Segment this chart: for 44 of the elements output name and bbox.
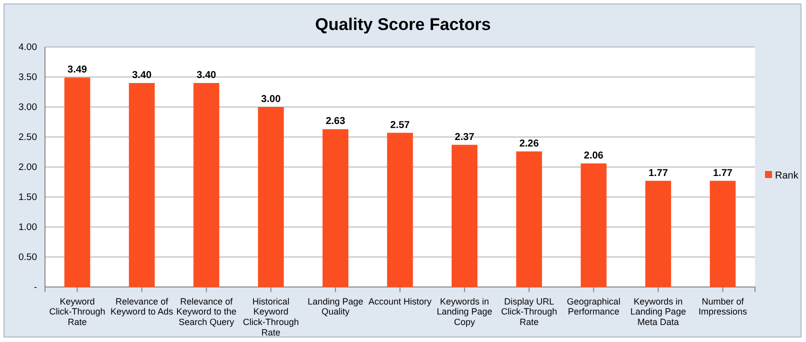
x-tick-label: Number of Impressions: [698, 296, 748, 317]
x-tick-label: Historical Keyword Click-Through Rate: [242, 296, 299, 338]
data-label: 2.26: [519, 138, 540, 150]
bar: [322, 129, 348, 287]
x-tick-label: Keyword Click-Through Rate: [49, 296, 106, 328]
y-tick-label: 2.50: [18, 132, 37, 144]
x-tick-label: Keywords in Landing Page Copy: [436, 296, 492, 328]
y-tick-label: -: [34, 282, 37, 294]
x-tick-label: Relevance of Keyword to Ads: [110, 296, 174, 317]
x-tick-label: Account History: [368, 296, 432, 306]
data-label: 2.37: [454, 132, 475, 143]
chart-title: Quality Score Factors: [315, 15, 491, 34]
y-tick-label: 1.50: [18, 192, 37, 204]
bar: [580, 163, 607, 287]
y-tick-label: 3.00: [18, 102, 37, 114]
bar: [193, 83, 220, 287]
data-label: 1.77: [648, 168, 668, 179]
bar: [516, 151, 542, 287]
y-tick-label: 3.50: [18, 72, 37, 84]
bar: [258, 107, 284, 287]
x-tick-label: Geographical Performance: [566, 296, 620, 317]
data-label: 1.77: [712, 168, 733, 179]
data-label: 3.40: [196, 70, 217, 81]
bar: [710, 180, 736, 287]
x-tick-label: Display URL Click-Through Rate: [501, 296, 558, 328]
data-label: 3.00: [261, 94, 282, 105]
bar: [64, 78, 90, 287]
bar: [645, 180, 672, 287]
legend-label: Rank: [775, 170, 800, 182]
bar: [452, 144, 478, 287]
bar: [128, 83, 155, 287]
data-label: 2.57: [390, 120, 410, 131]
data-label: 2.06: [584, 150, 604, 162]
bar: [387, 132, 413, 287]
data-label: 2.63: [326, 116, 346, 128]
x-tick-label: Relevance of Keyword to the Search Query: [176, 296, 236, 328]
y-tick-label: 4.00: [18, 42, 37, 54]
data-label: 3.40: [132, 70, 152, 81]
y-tick-label: 1.00: [18, 222, 37, 234]
x-tick-label: Landing Page Quality: [308, 296, 364, 317]
y-tick-label: 2.00: [18, 162, 37, 174]
y-tick-label: 0.50: [18, 252, 37, 264]
data-label: 3.49: [68, 64, 88, 76]
x-tick-label: Keywords in Landing Page Meta Data: [630, 296, 686, 328]
